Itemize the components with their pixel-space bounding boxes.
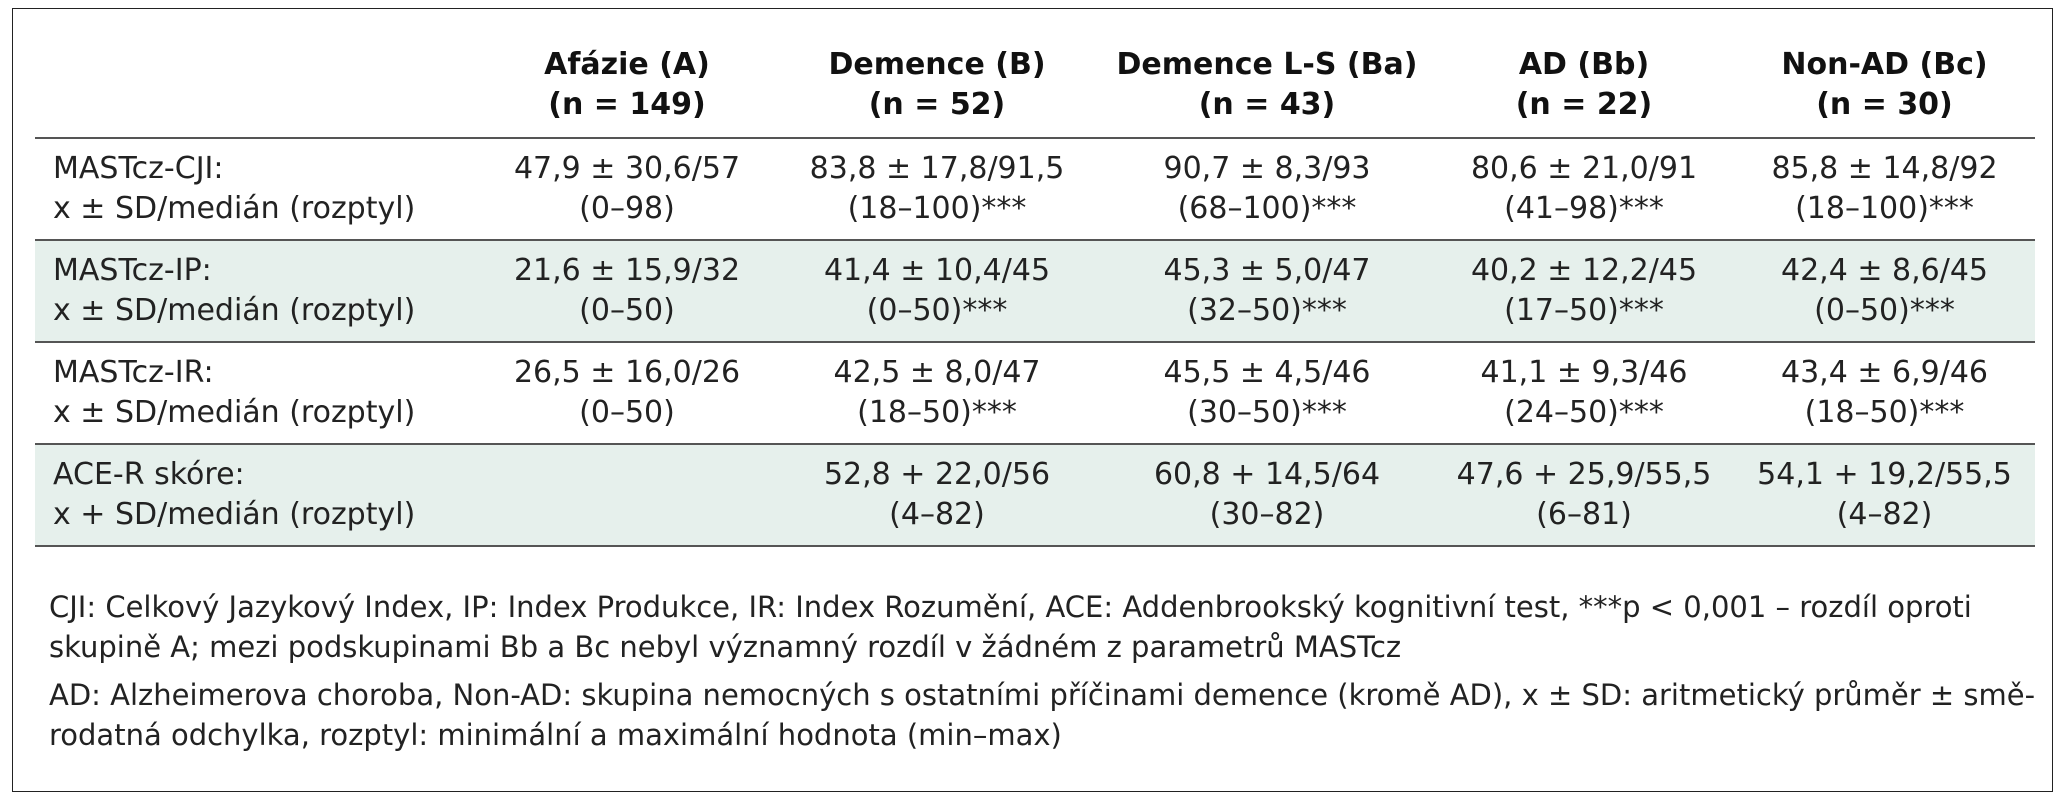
row-label: MASTcz-IR: x ± SD/medián (rozptyl) <box>35 342 480 445</box>
table-cell: 45,5 ± 4,5/46 (30–50)*** <box>1100 342 1434 445</box>
table-row: ACE-R skóre: x + SD/medián (rozptyl) 52,… <box>35 444 2035 547</box>
table-cell: 42,5 ± 8,0/47 (18–50)*** <box>774 342 1100 445</box>
table-cell: 85,8 ± 14,8/92 (18–100)*** <box>1734 138 2035 241</box>
header-cell-afazie: Afázie (A) (n = 149) <box>480 25 774 139</box>
table-row: MASTcz-CJI: x ± SD/medián (rozptyl) 47,9… <box>35 138 2035 241</box>
table-cell: 45,3 ± 5,0/47 (32–50)*** <box>1100 240 1434 343</box>
footnote-definitions: AD: Alzheimerova choroba, Non-AD: skupin… <box>49 678 2036 752</box>
table-cell: 60,8 + 14,5/64 (30–82) <box>1100 444 1434 547</box>
table-cell <box>480 444 774 547</box>
table-cell: 47,9 ± 30,6/57 (0–98) <box>480 138 774 241</box>
table-cell: 47,6 + 25,9/55,5 (6–81) <box>1434 444 1734 547</box>
table-frame: Afázie (A) (n = 149) Demence (B) (n = 52… <box>12 8 2053 792</box>
table-cell: 90,7 ± 8,3/93 (68–100)*** <box>1100 138 1434 241</box>
table-cell: 83,8 ± 17,8/91,5 (18–100)*** <box>774 138 1100 241</box>
row-label: MASTcz-IP: x ± SD/medián (rozptyl) <box>35 240 480 343</box>
header-cell-demence-ls: Demence L-S (Ba) (n = 43) <box>1100 25 1434 139</box>
table-cell: 41,1 ± 9,3/46 (24–50)*** <box>1434 342 1734 445</box>
header-cell-demence: Demence (B) (n = 52) <box>774 25 1100 139</box>
table-cell: 42,4 ± 8,6/45 (0–50)*** <box>1734 240 2035 343</box>
header-row: Afázie (A) (n = 149) Demence (B) (n = 52… <box>35 25 2035 139</box>
results-table: Afázie (A) (n = 149) Demence (B) (n = 52… <box>35 25 2035 547</box>
table-cell: 43,4 ± 6,9/46 (18–50)*** <box>1734 342 2035 445</box>
header-cell-empty <box>35 25 480 139</box>
table-cell: 21,6 ± 15,9/32 (0–50) <box>480 240 774 343</box>
table-footnotes: CJI: Celkový Jazykový Index, IP: Index P… <box>35 587 2040 763</box>
table-cell: 80,6 ± 21,0/91 (41–98)*** <box>1434 138 1734 241</box>
header-cell-non-ad: Non-AD (Bc) (n = 30) <box>1734 25 2035 139</box>
table-row: MASTcz-IP: x ± SD/medián (rozptyl) 21,6 … <box>35 240 2035 343</box>
table-row: MASTcz-IR: x ± SD/medián (rozptyl) 26,5 … <box>35 342 2035 445</box>
row-label: MASTcz-CJI: x ± SD/medián (rozptyl) <box>35 138 480 241</box>
table-cell: 41,4 ± 10,4/45 (0–50)*** <box>774 240 1100 343</box>
table-cell: 40,2 ± 12,2/45 (17–50)*** <box>1434 240 1734 343</box>
table-cell: 26,5 ± 16,0/26 (0–50) <box>480 342 774 445</box>
table-cell: 54,1 + 19,2/55,5 (4–82) <box>1734 444 2035 547</box>
table-cell: 52,8 + 22,0/56 (4–82) <box>774 444 1100 547</box>
row-label: ACE-R skóre: x + SD/medián (rozptyl) <box>35 444 480 547</box>
footnote-abbreviations: CJI: Celkový Jazykový Index, IP: Index P… <box>49 590 1972 664</box>
header-cell-ad: AD (Bb) (n = 22) <box>1434 25 1734 139</box>
